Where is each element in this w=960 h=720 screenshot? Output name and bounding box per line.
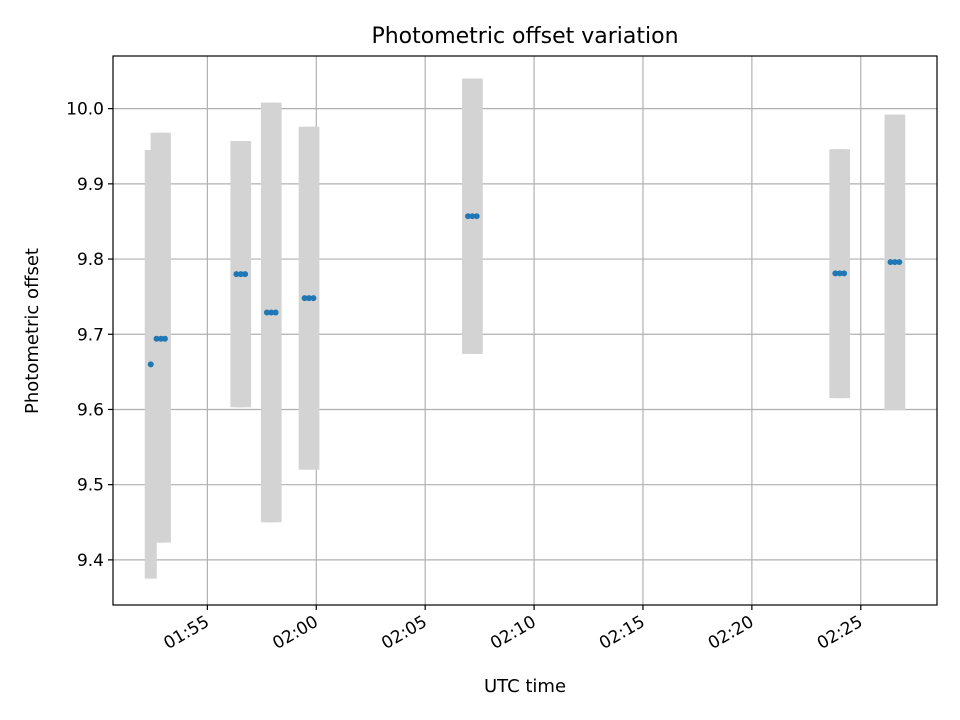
data-point xyxy=(268,309,275,316)
y-tick-label: 9.6 xyxy=(77,400,104,420)
data-point xyxy=(469,213,476,220)
data-point xyxy=(153,335,160,342)
data-point xyxy=(473,213,480,220)
data-point xyxy=(242,271,249,278)
data-point xyxy=(310,295,317,302)
data-point xyxy=(233,271,240,278)
data-point xyxy=(237,271,244,278)
y-tick-label: 9.9 xyxy=(77,175,104,195)
x-axis-label: UTC time xyxy=(484,676,566,697)
y-axis-label: Photometric offset xyxy=(22,248,43,414)
y-tick-label: 9.5 xyxy=(77,476,104,496)
data-point xyxy=(896,259,903,266)
data-point xyxy=(301,295,308,302)
data-point xyxy=(887,259,894,266)
y-tick-label: 9.7 xyxy=(77,325,104,345)
data-point xyxy=(836,270,843,277)
y-tick-label: 10.0 xyxy=(66,100,104,120)
data-point xyxy=(891,259,898,266)
data-point xyxy=(306,295,313,302)
data-point xyxy=(832,270,839,277)
data-point xyxy=(272,309,279,316)
data-point xyxy=(841,270,848,277)
data-points xyxy=(147,213,903,368)
data-point xyxy=(263,309,270,316)
data-point xyxy=(465,213,472,220)
y-axis: 9.4 9.5 9.6 9.7 9.8 9.9 10.0 xyxy=(66,100,113,571)
chart-title: Photometric offset variation xyxy=(371,24,678,49)
y-tick-label: 9.4 xyxy=(77,551,104,571)
plot-frame xyxy=(112,55,938,606)
data-point xyxy=(161,335,168,342)
y-tick-label: 9.8 xyxy=(77,250,104,270)
data-point xyxy=(147,361,154,368)
